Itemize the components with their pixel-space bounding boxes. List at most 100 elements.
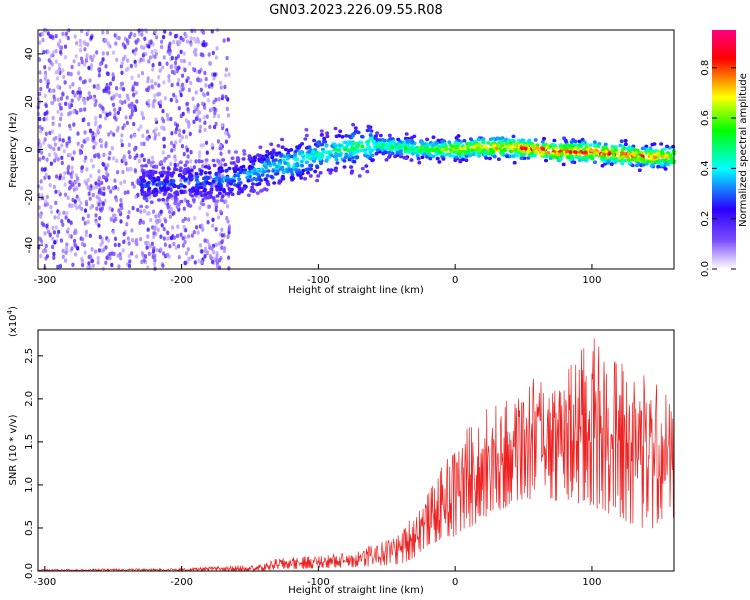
spectrogram-cell — [86, 28, 90, 34]
spectrogram-cell — [128, 34, 132, 39]
spectrogram-cell — [657, 161, 662, 165]
spectrogram-cell — [39, 253, 43, 259]
spectrogram-cell — [619, 139, 624, 143]
spectrogram-cell — [293, 152, 298, 157]
spectrogram-cell — [159, 174, 164, 178]
spectrogram-cell — [169, 161, 173, 167]
spectrogram-cell — [415, 149, 420, 153]
spectrogram-cell — [308, 174, 313, 178]
spectrogram-cell — [60, 160, 64, 166]
spectrogram-cell — [145, 129, 149, 134]
spectrogram-cell — [228, 189, 233, 194]
spectrogram-cell — [174, 130, 178, 135]
spectrogram-cell — [174, 65, 178, 70]
spectrogram-cell — [251, 162, 256, 166]
spectrogram-cell — [43, 137, 47, 142]
spectrogram-cell — [375, 148, 380, 152]
spectrogram-cell — [453, 158, 458, 163]
spectrogram-cell — [96, 256, 100, 261]
spectrogram-cell — [304, 127, 309, 132]
spectrogram-cell — [217, 113, 221, 119]
spectrogram-cell — [46, 49, 50, 54]
spectrogram-cell — [68, 233, 72, 239]
spectrogram-cell — [56, 76, 60, 81]
spectrogram-cell — [64, 215, 68, 220]
spectrogram-cell — [387, 154, 392, 158]
spectrogram-cell — [342, 159, 347, 163]
spectrogram-cell — [355, 155, 360, 160]
spectrogram-cell — [124, 67, 128, 73]
spectrogram-cell — [266, 169, 271, 173]
spectrogram-cell — [563, 145, 567, 150]
spectrogram-cell — [634, 150, 639, 155]
spectrogram-cell — [119, 99, 123, 104]
spectrogram-cell — [157, 198, 161, 202]
spectrogram-cell — [206, 220, 210, 225]
spectrogram-cell — [570, 160, 575, 164]
spectrogram-cell — [176, 162, 180, 167]
spectrogram-cell — [541, 143, 546, 147]
spectrogram-cell — [53, 240, 57, 245]
spectrogram-cell — [199, 87, 203, 93]
spectrogram-cell — [132, 121, 136, 127]
spectrogram-cell — [133, 59, 137, 65]
spectrogram-cell — [544, 154, 549, 159]
spectrogram-cell — [280, 176, 285, 180]
snr-frame — [37, 329, 675, 572]
spectrogram-cell — [294, 168, 299, 172]
spectrogram-cell — [168, 31, 172, 36]
spectrogram-cell — [64, 246, 68, 251]
spectrogram-cell — [126, 214, 130, 220]
spectrogram-cell — [43, 65, 47, 70]
spectrogram-cell — [189, 36, 193, 41]
spectrogram-cell — [333, 126, 338, 131]
spectrogram-cell — [620, 151, 625, 156]
spectrogram-cell — [160, 181, 165, 186]
spectrogram-cell — [198, 243, 203, 248]
spectrogram-cell — [116, 170, 120, 175]
spectrogram-cell — [140, 251, 144, 256]
spectrogram-cell — [213, 124, 217, 130]
spectrogram-cell — [156, 92, 160, 97]
spectrogram-cell — [157, 214, 161, 219]
spectrogram-cell — [468, 137, 473, 141]
spectrogram-cell — [135, 99, 139, 104]
spectrogram-cell — [121, 169, 125, 175]
spectrogram-cell — [503, 138, 508, 142]
spectrogram-cell — [162, 118, 166, 124]
spectrogram-cell — [276, 144, 281, 148]
spectrogram-cell — [162, 192, 167, 196]
spectrogram-cell — [212, 183, 216, 188]
spectrogram-cell — [193, 260, 197, 265]
spectrogram-cell — [109, 81, 113, 86]
spectrogram-cell — [234, 150, 238, 154]
snr-y-multiplier-base: (x10 — [8, 314, 19, 337]
spectrogram-cell — [225, 178, 230, 182]
y-tick-label: 2.5 — [24, 348, 35, 364]
spectrogram-cell — [143, 163, 148, 168]
colorbar-tick-label: 0.4 — [700, 160, 711, 176]
spectrogram-cell — [333, 168, 338, 173]
spectrogram-cell — [47, 66, 52, 71]
spectrogram-cell — [56, 84, 60, 89]
spectrogram-cell — [238, 170, 243, 174]
spectrogram-cell — [54, 59, 58, 64]
colorbar-tick-label: 0.2 — [700, 211, 711, 227]
spectrogram-cell — [173, 69, 178, 75]
spectrogram-cell — [335, 161, 340, 165]
spectrogram-cell — [140, 141, 144, 146]
y-tick-label: 2.0 — [24, 391, 35, 407]
spectrogram-cell — [49, 88, 54, 94]
spectrogram-cell — [107, 156, 111, 161]
spectrogram-cell — [101, 161, 105, 167]
spectrogram-cell — [172, 184, 177, 189]
spectrogram-cell — [148, 244, 152, 249]
spectrogram-cell — [49, 161, 54, 166]
figure-title: GN03.2023.226.09.55.R08 — [269, 3, 443, 18]
colorbar-gradient — [712, 30, 736, 269]
spectrogram-cell — [89, 205, 93, 210]
spectrogram-cell — [127, 263, 132, 269]
y-tick-label: 40 — [24, 48, 35, 61]
spectrogram-cell — [583, 156, 588, 160]
spectrogram-cell — [460, 154, 465, 158]
